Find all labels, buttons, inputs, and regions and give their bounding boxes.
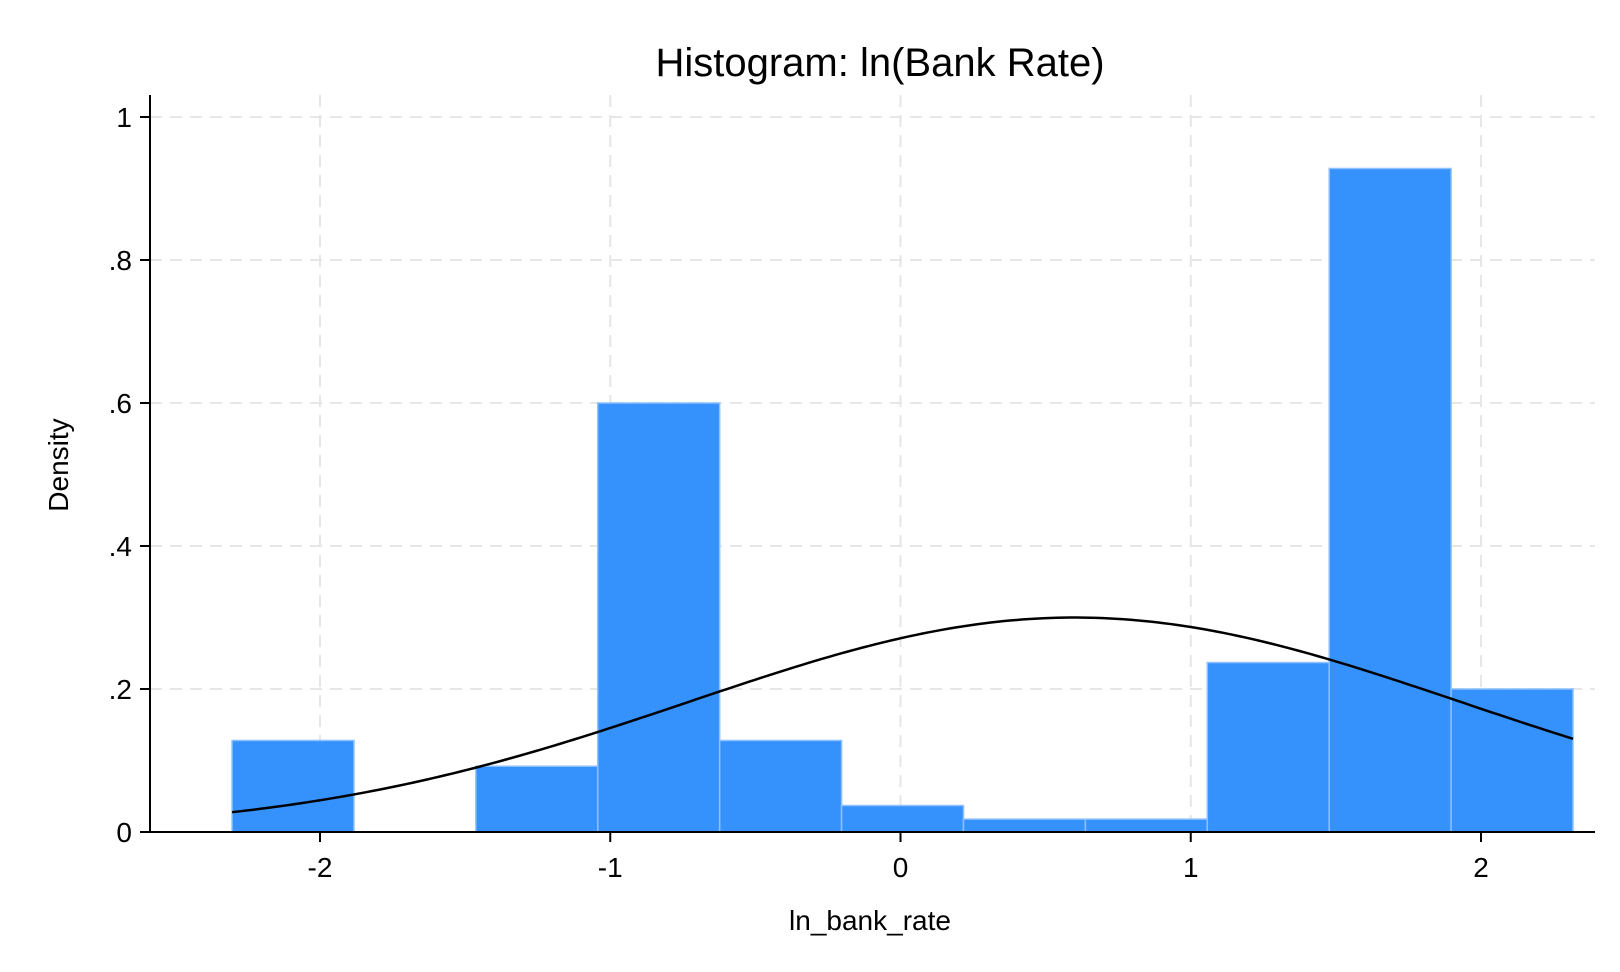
y-axis-title: Density xyxy=(43,418,74,511)
y-tick-label-5: 1 xyxy=(116,102,132,133)
histogram-bars xyxy=(231,167,1574,833)
y-axis-ticks: 0 .2 .4 .6 .8 1 xyxy=(109,102,150,848)
x-tick-label-1: -1 xyxy=(598,852,623,883)
axes xyxy=(149,95,1595,833)
x-tick-label-3: 1 xyxy=(1183,852,1199,883)
histogram-bar-0 xyxy=(231,739,355,833)
x-tick-label-0: -2 xyxy=(308,852,333,883)
histogram-bar-6 xyxy=(962,818,1087,833)
x-tick-label-4: 2 xyxy=(1473,852,1489,883)
histogram-bar-5 xyxy=(840,804,965,833)
y-tick-label-1: .2 xyxy=(109,674,132,705)
histogram-bar-10 xyxy=(1450,688,1574,833)
x-tick-label-2: 0 xyxy=(893,852,909,883)
normal-density-curve xyxy=(231,616,1574,814)
x-axis-ticks: -2 -1 0 1 2 xyxy=(308,832,1489,883)
y-tick-label-2: .4 xyxy=(109,531,132,562)
histogram-bar-7 xyxy=(1084,818,1209,833)
y-tick-label-0: 0 xyxy=(116,817,132,848)
histogram-bar-3 xyxy=(597,402,721,833)
histogram-bar-2 xyxy=(475,765,599,833)
histogram-bar-9 xyxy=(1328,167,1452,833)
histogram-bar-4 xyxy=(718,739,843,833)
histogram-bar-8 xyxy=(1206,661,1330,833)
x-axis-title: ln_bank_rate xyxy=(789,905,951,936)
y-tick-label-4: .8 xyxy=(109,245,132,276)
y-tick-label-3: .6 xyxy=(109,388,132,419)
chart-title: Histogram: ln(Bank Rate) xyxy=(655,41,1104,85)
